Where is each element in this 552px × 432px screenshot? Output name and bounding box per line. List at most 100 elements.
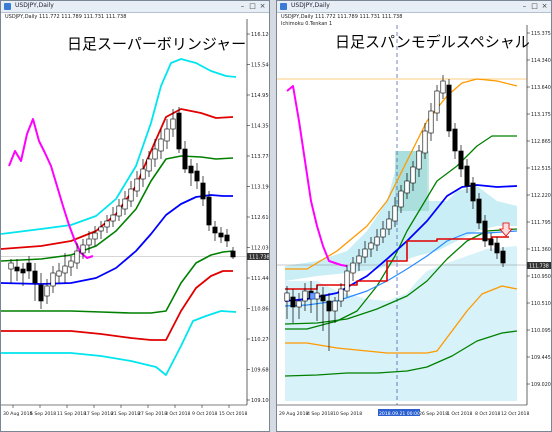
candle-body — [338, 288, 344, 302]
candle-body — [206, 196, 212, 226]
candle-body — [134, 178, 140, 192]
candle-body — [110, 214, 116, 222]
green-middle-line — [284, 228, 518, 325]
candle-body — [482, 220, 488, 242]
price-label: 113.175 — [531, 112, 551, 118]
candle-body — [170, 118, 176, 130]
candle-body — [344, 270, 350, 292]
minimize-button[interactable]: – — [522, 2, 527, 10]
date-label: 15 Oct 2018 — [219, 411, 247, 417]
candle-body — [104, 220, 110, 228]
lagging-span — [8, 118, 94, 259]
close-button[interactable]: × — [259, 2, 266, 10]
price-label: 116.120 — [251, 32, 270, 38]
candle-body — [140, 168, 146, 180]
candle-body — [362, 248, 368, 258]
price-label: 112.030 — [251, 246, 270, 252]
span-cloud — [285, 151, 517, 281]
window-titlebar[interactable]: USDJPY,Daily – □ × — [277, 1, 551, 13]
candle-body — [38, 284, 44, 302]
candle-body — [410, 166, 416, 184]
candle-body — [32, 270, 38, 284]
crosshair-date-marker — [378, 409, 420, 416]
candle-body — [14, 266, 20, 272]
candle-body — [20, 268, 26, 274]
candle-body — [224, 234, 230, 242]
candle-body — [164, 128, 170, 142]
minimize-button[interactable]: – — [240, 2, 245, 10]
candle-body — [416, 150, 422, 170]
lagging-span — [286, 85, 348, 267]
price-label: 111.795 — [531, 220, 551, 226]
candle-body — [92, 232, 98, 240]
candle-body — [476, 198, 482, 224]
price-label: 109.020 — [531, 382, 551, 388]
date-label: 9 Oct 2018 — [192, 411, 218, 417]
price-label: 112.515 — [531, 166, 551, 172]
upper-band-1sigma — [1, 155, 234, 262]
candle-body — [470, 182, 476, 202]
maximize-button[interactable]: □ — [249, 2, 256, 10]
price-label: 110.950 — [531, 274, 551, 280]
candle-body — [116, 205, 122, 217]
price-label: 113.190 — [251, 185, 270, 191]
close-button[interactable]: × — [541, 2, 548, 10]
window-titlebar[interactable]: USDJPY,Daily – □ × — [1, 1, 269, 13]
date-label: 3 Oct 2018 — [165, 411, 191, 417]
date-label: 17 Sep 2018 — [84, 411, 113, 417]
date-label: 10 Sep 2018 — [333, 411, 362, 417]
candle-body — [122, 198, 128, 210]
candle-body — [368, 242, 374, 250]
current-price-label: 111.738 — [529, 264, 549, 270]
price-chart-canvas[interactable]: 116.120 115.540 114.950 114.350 113.770 113.1… — [1, 1, 270, 432]
candle-body — [86, 238, 92, 246]
candle-body — [8, 262, 14, 270]
candle-body — [500, 250, 506, 264]
candle-body — [332, 300, 338, 312]
date-label: 1 Oct 2018 — [447, 411, 473, 417]
date-label: 11 Sep 2018 — [57, 411, 86, 417]
candle-body — [392, 205, 398, 222]
candle-body — [212, 226, 218, 234]
candle-body — [194, 170, 200, 182]
chart-window-right[interactable]: USDJPY,Daily – □ × USDJPY,Daily 111.772 … — [276, 0, 552, 432]
orange-lower-band — [285, 285, 518, 354]
chart-window-left[interactable]: USDJPY,Daily – □ × USDJPY,Daily 111.772 … — [0, 0, 270, 432]
candle-body — [74, 250, 80, 264]
chart-app-icon — [280, 3, 287, 10]
price-label: 109.445 — [531, 355, 551, 361]
window-title: USDJPY,Daily — [291, 2, 330, 9]
current-price-label: 111.738 — [249, 255, 270, 261]
indicator-info: Ichimoku 0.Tenkan 1 — [281, 21, 333, 27]
candle-body — [458, 150, 464, 170]
candle-body — [350, 262, 356, 274]
candle-body — [188, 165, 194, 174]
price-label: 112.610 — [251, 215, 270, 221]
price-label: 110.095 — [531, 328, 551, 334]
candle-body — [230, 250, 236, 258]
span-cloud-lower — [285, 246, 517, 401]
candle-body — [80, 244, 86, 254]
date-label: 26 Sep 2018 — [419, 411, 448, 417]
symbol-info: USDJPY,Daily 111.772 111.789 111.731 111… — [5, 14, 127, 20]
price-chart-canvas[interactable]: 115.375 114.340 113.640 113.175 112.865 112.5… — [277, 1, 552, 432]
price-label: 115.540 — [251, 63, 270, 69]
maximize-button[interactable]: □ — [531, 2, 538, 10]
date-label: 2018.09.21 00:00 — [379, 411, 420, 417]
green-upper-line — [285, 135, 517, 330]
candle-body — [176, 112, 182, 150]
candle-body — [182, 148, 188, 170]
price-label: 111.360 — [531, 247, 551, 253]
candle-body — [440, 80, 446, 94]
price-label: 111.440 — [251, 276, 270, 282]
chart-app-icon — [4, 3, 11, 10]
signal-marker — [309, 292, 316, 300]
candle-body — [356, 255, 362, 264]
candle-body — [296, 300, 302, 308]
candle-body — [62, 265, 68, 274]
date-label: 27 Sep 2018 — [138, 411, 167, 417]
candle-body — [128, 188, 134, 202]
price-label: 112.220 — [531, 193, 551, 199]
candle-body — [26, 262, 32, 272]
date-label: 30 Aug 2018 — [3, 411, 33, 417]
